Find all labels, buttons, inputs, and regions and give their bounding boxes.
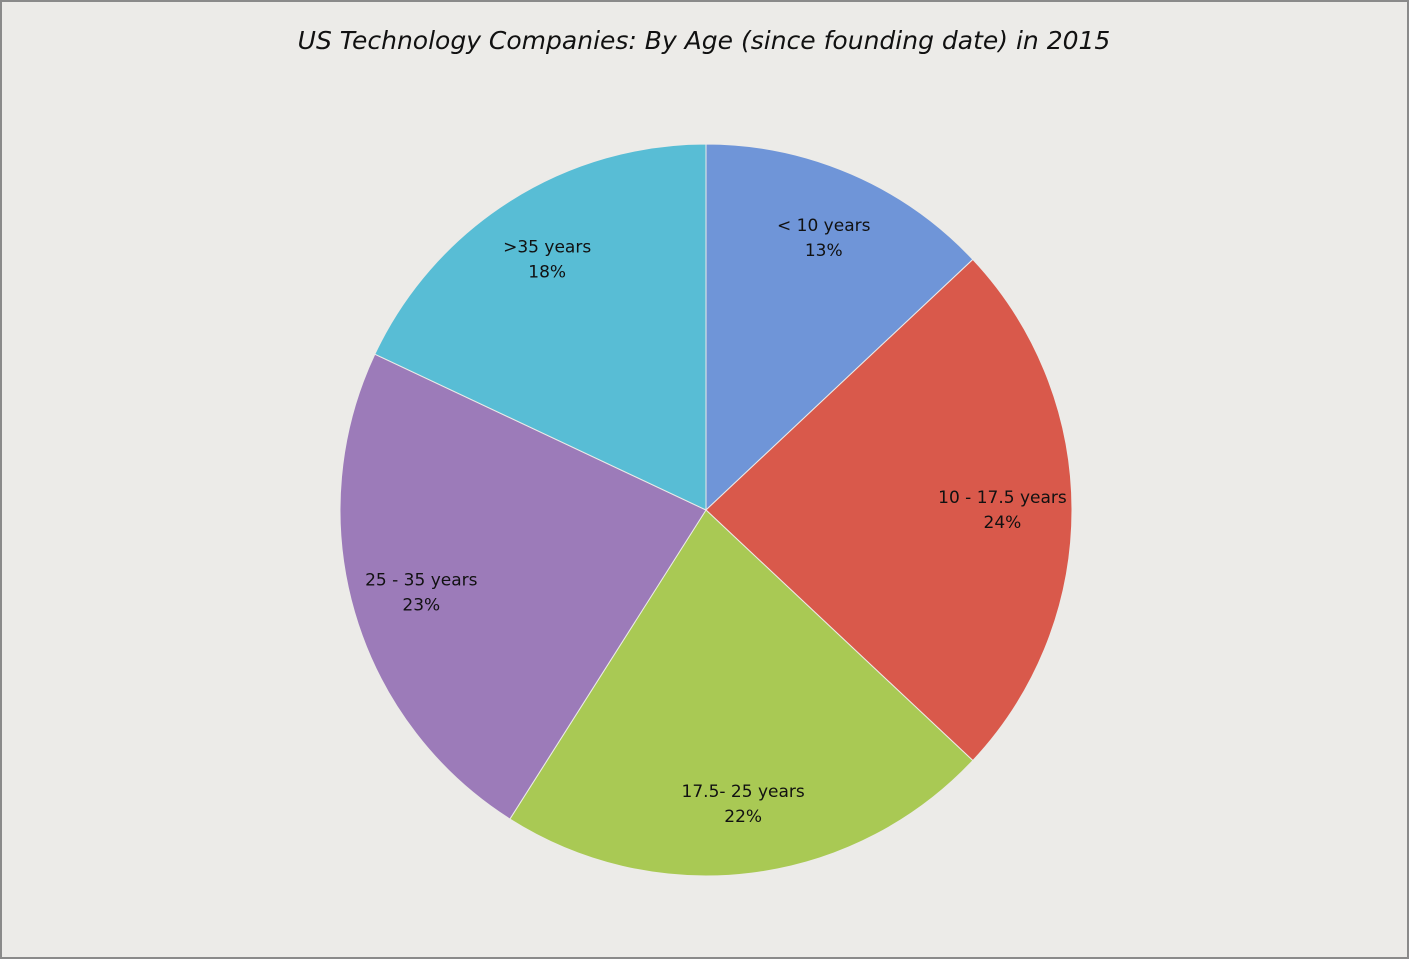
slice-category-label: < 10 years xyxy=(777,216,871,236)
pie-slice xyxy=(705,258,1073,762)
slice-value-label: 13% xyxy=(805,241,843,261)
pie-slice xyxy=(374,143,707,511)
slice-category-label: >35 years xyxy=(503,238,591,258)
slice-category-label: 17.5- 25 years xyxy=(682,782,805,802)
slice-value-label: 22% xyxy=(724,807,762,827)
pie-slice xyxy=(509,509,974,877)
chart-title: US Technology Companies: By Age (since f… xyxy=(298,26,1111,55)
slice-value-label: 18% xyxy=(528,263,566,283)
slice-value-label: 24% xyxy=(984,513,1022,533)
slice-category-label: 25 - 35 years xyxy=(365,571,478,591)
pie-slice xyxy=(705,143,974,512)
slice-value-label: 23% xyxy=(402,596,440,616)
pie-slice xyxy=(339,353,707,820)
slice-category-label: 10 - 17.5 years xyxy=(938,488,1067,508)
